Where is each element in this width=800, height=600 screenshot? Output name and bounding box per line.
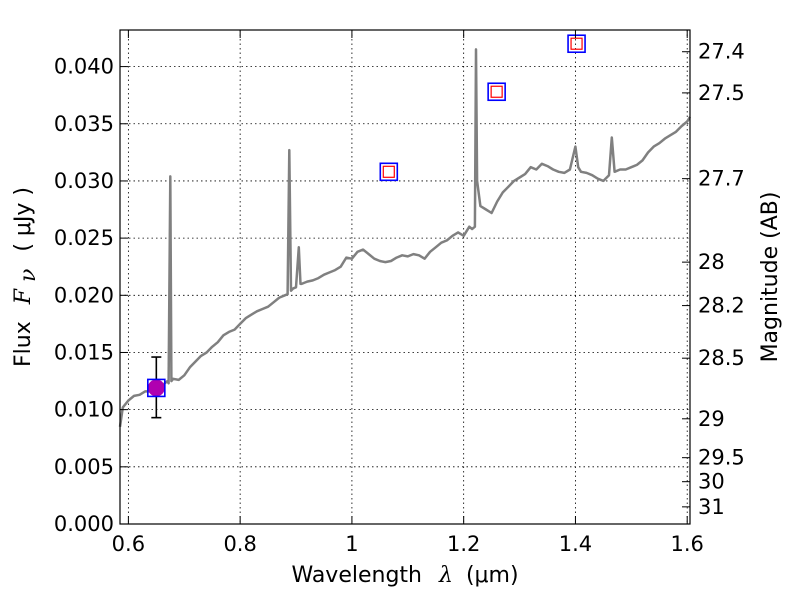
y-tick-label: 0.005 [54, 455, 114, 479]
y-tick-label: 0.010 [54, 398, 114, 422]
x-axis-label-text: Wavelength [291, 563, 422, 588]
y-tick-label: 0.000 [54, 512, 114, 536]
y2-tick-label: 27.4 [698, 40, 745, 64]
observed-flux-point [147, 379, 165, 397]
y-axis-label-unit: ( μJy ) [11, 187, 36, 252]
x-axis-label-unit: (μm) [466, 563, 519, 588]
y2-tick-label: 29 [698, 407, 725, 431]
y2-axis-label: Magnitude (AB) [758, 192, 783, 363]
x-tick-label: 1.4 [559, 532, 592, 556]
axis-ticks: 0.6 0.8 1 1.2 1.4 1.6 0.000 0.005 0.010 0.015 0.02… [54, 30, 745, 556]
photometry-square-blue [379, 162, 399, 182]
y-tick-label: 0.030 [54, 169, 114, 193]
photometry-square-blue [147, 378, 166, 398]
y2-tick-label: 30 [698, 470, 725, 494]
y-axis-label-symbol: F [11, 288, 36, 305]
photometry-markers [147, 34, 586, 419]
spectrum-line [118, 48, 692, 427]
y2-tick-label: 28.5 [698, 346, 745, 370]
y2-tick-label: 27.5 [698, 81, 745, 105]
y2-tick-label: 28 [698, 250, 725, 274]
grid-lines [120, 30, 690, 525]
y-tick-label: 0.035 [54, 112, 114, 136]
photometry-square-red [570, 37, 583, 50]
plot-frame [119, 29, 691, 525]
y-axis-label: Flux F ν ( μJy ) [11, 187, 41, 367]
y2-tick-label: 28.2 [698, 294, 745, 318]
x-tick-label: 1 [345, 532, 358, 556]
y-tick-label: 0.015 [54, 340, 114, 364]
photometry-square-blue [487, 82, 506, 102]
x-tick-label: 1.2 [447, 532, 480, 556]
y2-tick-label: 27.7 [698, 167, 745, 191]
photometry-square-red [382, 165, 395, 178]
x-axis-label: Wavelength λ (μm) [291, 563, 518, 588]
x-tick-label: 0.6 [112, 532, 145, 556]
y2-tick-label: 31 [698, 495, 725, 519]
y-axis-label-text: Flux [11, 321, 36, 367]
y-tick-label: 0.025 [54, 226, 114, 250]
x-tick-label: 1.6 [671, 532, 704, 556]
x-tick-label: 0.8 [223, 532, 256, 556]
x-axis-label-symbol: λ [438, 563, 453, 588]
photometry-square-blue [567, 34, 586, 54]
y-axis-label-subscript: ν [16, 269, 41, 282]
photometry-square-red [490, 85, 503, 98]
y-tick-label: 0.020 [54, 283, 114, 307]
y-tick-label: 0.040 [54, 55, 114, 79]
y2-tick-label: 29.5 [698, 446, 745, 470]
